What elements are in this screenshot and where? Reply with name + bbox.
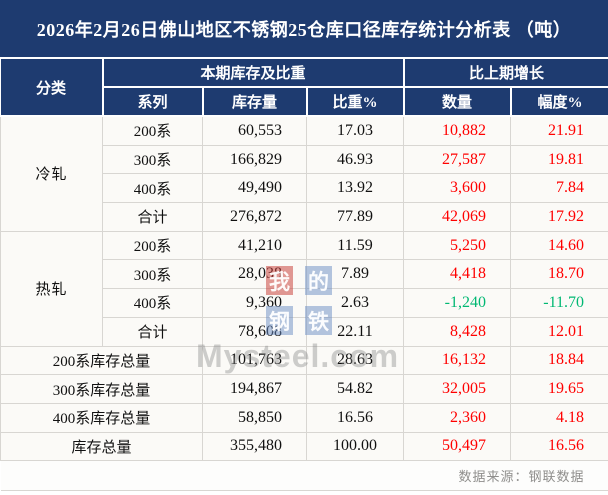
header-series: 系列 [102, 86, 204, 117]
quantity-cell: 4,418 [403, 259, 511, 290]
inventory-cell: 60,553 [202, 115, 307, 146]
summary-label: 库存总量 [0, 431, 203, 462]
inventory-cell: 49,490 [202, 173, 307, 204]
category-cell: 冷轧 [0, 115, 103, 232]
table-row: 库存总量 355,480 100.00 50,497 16.56 [0, 431, 608, 462]
summary-label: 200系库存总量 [0, 345, 203, 376]
series-cell: 合计 [102, 202, 203, 232]
header-current-group: 本期库存及比重 [101, 57, 405, 88]
table-header: 分类 本期库存及比重 比上期增长 系列 库存量 比重% 数量 幅度% [0, 57, 608, 117]
header-rate: 幅度% [509, 86, 608, 117]
table-row: 300系 28,038 7.89 4,418 18.70 [1, 259, 608, 290]
table-row: 合计 276,872 77.89 42,069 17.92 [1, 202, 608, 232]
category-cell: 热轧 [0, 230, 103, 347]
inventory-cell: 355,480 [202, 431, 307, 462]
series-cell: 合计 [102, 316, 203, 347]
quantity-cell: 50,497 [403, 431, 511, 462]
proportion-cell: 11.59 [306, 230, 404, 261]
inventory-cell: 58,850 [202, 402, 307, 433]
table-row: 300系 166,829 46.93 27,587 19.81 [1, 144, 608, 175]
rate-cell: 21.91 [509, 115, 608, 146]
report-title-bar: 2026年2月26日佛山地区不锈钢25仓库口径库存统计分析表 （吨） [0, 0, 608, 57]
proportion-cell: 28.63 [306, 345, 404, 376]
table-row: 200系库存总量 101,763 28.63 16,132 18.84 [0, 345, 608, 376]
rate-cell: 4.18 [509, 402, 608, 433]
series-cell: 300系 [102, 144, 203, 175]
proportion-cell: 100.00 [306, 431, 404, 462]
inventory-cell: 166,829 [202, 144, 307, 175]
proportion-cell: 46.93 [306, 144, 404, 175]
series-cell: 400系 [102, 288, 203, 318]
proportion-cell: 7.89 [306, 259, 404, 290]
proportion-cell: 54.82 [306, 374, 404, 404]
quantity-cell: 2,360 [403, 402, 511, 433]
table-row: 300系库存总量 194,867 54.82 32,005 19.65 [0, 374, 608, 404]
page-title: 2026年2月26日佛山地区不锈钢25仓库口径库存统计分析表 （吨） [36, 19, 572, 40]
inventory-cell: 9,360 [202, 288, 307, 318]
inventory-cell: 276,872 [202, 202, 307, 232]
series-cell: 200系 [102, 115, 203, 146]
inventory-cell: 194,867 [202, 374, 307, 404]
quantity-cell: 8,428 [403, 316, 511, 347]
proportion-cell: 2.63 [306, 288, 404, 318]
header-growth-group: 比上期增长 [402, 57, 608, 88]
rate-cell: 19.65 [509, 374, 608, 404]
table-row: 热轧 200系 41,210 11.59 5,250 14.60 [0, 230, 608, 347]
table-row: 冷轧 200系 60,553 17.03 10,882 21.91 [0, 115, 608, 232]
rate-cell: 17.92 [509, 202, 608, 232]
quantity-cell: 27,587 [403, 144, 511, 175]
rate-cell: 19.81 [509, 144, 608, 175]
quantity-cell: 16,132 [403, 345, 511, 376]
proportion-cell: 22.11 [306, 316, 404, 347]
quantity-cell: -1,240 [403, 288, 511, 318]
table-row: 400系 49,490 13.92 3,600 7.84 [1, 173, 608, 204]
table-row: 400系 9,360 2.63 -1,240 -11.70 [1, 288, 608, 318]
header-proportion: 比重% [305, 86, 405, 117]
rate-cell: 18.84 [509, 345, 608, 376]
quantity-cell: 32,005 [403, 374, 511, 404]
inventory-cell: 101,763 [202, 345, 307, 376]
quantity-cell: 5,250 [403, 230, 511, 261]
quantity-cell: 42,069 [403, 202, 511, 232]
inventory-table: 分类 本期库存及比重 比上期增长 系列 库存量 比重% 数量 幅度% 冷轧 20… [0, 57, 608, 492]
header-category: 分类 [0, 57, 104, 117]
series-cell: 400系 [102, 173, 203, 204]
inventory-cell: 78,608 [202, 316, 307, 347]
inventory-cell: 41,210 [202, 230, 307, 261]
data-source-note: 数据来源：钢联数据 [0, 460, 608, 492]
rate-cell: 12.01 [509, 316, 608, 347]
series-cell: 200系 [102, 230, 203, 261]
footer-row: 数据来源：钢联数据 [0, 460, 608, 492]
proportion-cell: 16.56 [306, 402, 404, 433]
quantity-cell: 10,882 [403, 115, 511, 146]
rate-cell: 16.56 [509, 431, 608, 462]
rate-cell: 18.70 [509, 259, 608, 290]
header-quantity: 数量 [402, 86, 512, 117]
proportion-cell: 17.03 [306, 115, 404, 146]
rate-cell: 14.60 [509, 230, 608, 261]
quantity-cell: 3,600 [403, 173, 511, 204]
series-cell: 300系 [102, 259, 203, 290]
rate-cell: 7.84 [509, 173, 608, 204]
proportion-cell: 13.92 [306, 173, 404, 204]
proportion-cell: 77.89 [306, 202, 404, 232]
rate-cell: -11.70 [509, 288, 608, 318]
summary-label: 400系库存总量 [0, 402, 203, 433]
inventory-cell: 28,038 [202, 259, 307, 290]
table-row: 400系库存总量 58,850 16.56 2,360 4.18 [0, 402, 608, 433]
header-inventory: 库存量 [201, 86, 308, 117]
summary-label: 300系库存总量 [0, 374, 203, 404]
